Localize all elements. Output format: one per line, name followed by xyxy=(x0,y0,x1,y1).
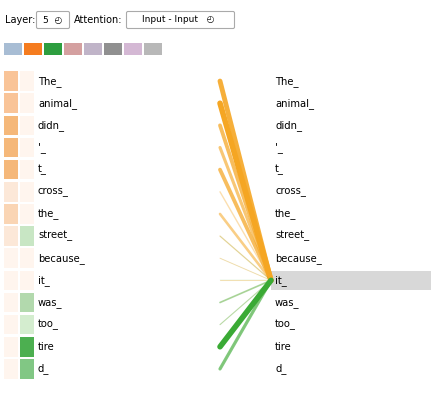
Text: the_: the_ xyxy=(38,209,60,219)
Bar xyxy=(124,43,142,55)
Bar xyxy=(20,116,34,135)
Bar xyxy=(4,337,18,357)
Bar xyxy=(4,315,18,335)
Bar xyxy=(271,271,431,290)
Bar xyxy=(104,43,122,55)
Bar xyxy=(20,204,34,224)
Text: animal_: animal_ xyxy=(38,98,77,109)
Text: was_: was_ xyxy=(38,297,63,307)
Bar xyxy=(64,43,82,55)
Bar xyxy=(20,182,34,201)
Text: because_: because_ xyxy=(275,253,322,264)
Text: street_: street_ xyxy=(38,231,72,241)
Bar xyxy=(20,138,34,157)
Bar xyxy=(20,94,34,113)
Bar xyxy=(4,293,18,312)
Bar xyxy=(20,337,34,357)
Text: d_: d_ xyxy=(38,363,49,374)
Bar xyxy=(4,160,18,179)
Text: Attention:: Attention: xyxy=(74,15,123,25)
Bar xyxy=(20,226,34,246)
Text: cross_: cross_ xyxy=(275,187,306,197)
Text: Input - Input   ◴: Input - Input ◴ xyxy=(142,15,214,24)
Bar xyxy=(4,204,18,224)
Text: because_: because_ xyxy=(38,253,85,264)
Bar xyxy=(24,43,42,55)
Bar xyxy=(20,271,34,290)
Text: tire: tire xyxy=(275,342,292,352)
FancyBboxPatch shape xyxy=(127,11,234,28)
Bar xyxy=(144,43,162,55)
Bar xyxy=(4,226,18,246)
Bar xyxy=(4,182,18,201)
Text: was_: was_ xyxy=(275,297,300,307)
Bar xyxy=(20,359,34,379)
Text: t_: t_ xyxy=(38,164,47,175)
Text: '_: '_ xyxy=(38,142,46,153)
Text: didn_: didn_ xyxy=(38,120,65,131)
Text: it_: it_ xyxy=(275,275,287,286)
Bar xyxy=(20,71,34,91)
Bar xyxy=(4,43,22,55)
Bar xyxy=(4,138,18,157)
Text: too_: too_ xyxy=(38,320,59,330)
Text: cross_: cross_ xyxy=(38,187,69,197)
Text: The_: The_ xyxy=(275,75,299,87)
Text: t_: t_ xyxy=(275,164,284,175)
Text: Layer:: Layer: xyxy=(5,15,35,25)
FancyBboxPatch shape xyxy=(36,11,70,28)
Bar xyxy=(4,271,18,290)
Text: too_: too_ xyxy=(275,320,296,330)
Bar xyxy=(4,359,18,379)
Text: the_: the_ xyxy=(275,209,297,219)
Bar xyxy=(20,293,34,312)
Text: it_: it_ xyxy=(38,275,50,286)
Bar xyxy=(4,94,18,113)
Bar xyxy=(4,71,18,91)
Bar xyxy=(4,116,18,135)
Text: animal_: animal_ xyxy=(275,98,314,109)
Bar xyxy=(84,43,102,55)
Text: The_: The_ xyxy=(38,75,61,87)
Text: tire: tire xyxy=(38,342,55,352)
Bar xyxy=(20,248,34,268)
Bar xyxy=(20,160,34,179)
Text: d_: d_ xyxy=(275,363,286,374)
Bar xyxy=(4,248,18,268)
Text: didn_: didn_ xyxy=(275,120,302,131)
Text: 5  ◴: 5 ◴ xyxy=(43,15,63,24)
Bar xyxy=(44,43,62,55)
Text: '_: '_ xyxy=(275,142,283,153)
Bar xyxy=(20,315,34,335)
Text: street_: street_ xyxy=(275,231,309,241)
